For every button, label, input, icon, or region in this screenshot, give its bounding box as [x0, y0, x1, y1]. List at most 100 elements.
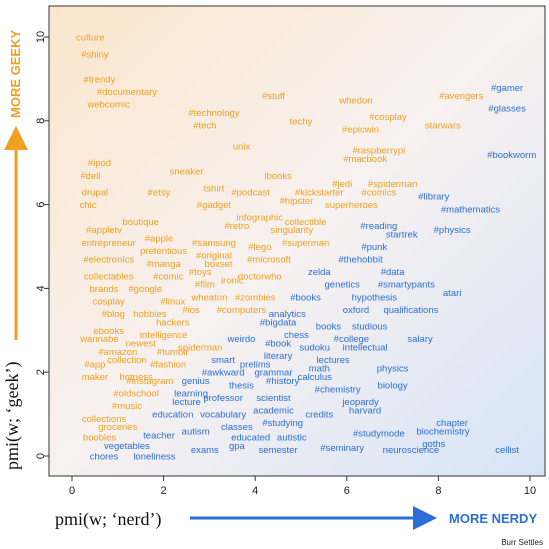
word-point: #samsung	[192, 238, 236, 249]
word-point: boobies	[83, 433, 117, 444]
word-point: analytics	[269, 309, 306, 320]
word-point: #mathematics	[441, 204, 500, 215]
y-tick-label: 0	[35, 453, 47, 459]
word-point: prelims	[240, 359, 271, 370]
word-point: ebooks	[93, 326, 124, 337]
word-point: gpa	[229, 441, 246, 452]
word-point: unix	[233, 141, 251, 152]
word-point: intelligence	[140, 330, 188, 341]
word-point: singularity	[270, 225, 313, 236]
word-point: #bigdata	[260, 317, 297, 328]
word-point: #blog	[102, 309, 125, 320]
word-point: vocabulary	[200, 410, 246, 421]
word-point: tshirt	[204, 183, 225, 194]
word-point: atari	[443, 288, 461, 299]
word-point: education	[152, 410, 193, 421]
word-point: boxset	[205, 259, 233, 270]
word-point: superheroes	[325, 200, 378, 211]
word-point: whedon	[338, 95, 372, 106]
word-point: #ipod	[88, 158, 111, 169]
y-tick-label: 2	[35, 369, 47, 375]
word-point: startrek	[386, 229, 418, 240]
word-point: physics	[377, 364, 409, 375]
word-point: #chemistry	[315, 384, 361, 395]
plot-background	[48, 5, 546, 477]
word-point: teacher	[143, 431, 175, 442]
word-point: culture	[76, 33, 105, 44]
word-point: hotness	[119, 372, 153, 383]
word-point: biology	[378, 380, 408, 391]
word-point: #stuff	[262, 91, 285, 102]
y-tick-label: 10	[35, 31, 47, 43]
word-point: #technology	[188, 108, 239, 119]
word-point: #retro	[224, 221, 249, 232]
word-point: genius	[182, 376, 210, 387]
word-point: #avengers	[439, 91, 484, 102]
word-point: #appletv	[86, 225, 122, 236]
axis-ticks: 0 2 4 6 8 10 0 2 4 6 8 10	[35, 31, 536, 497]
x-tick-label: 0	[69, 485, 75, 497]
word-point: genetics	[325, 280, 361, 291]
word-point: #macbook	[343, 154, 387, 165]
word-point: jeopardy	[341, 397, 379, 408]
word-point: #gamer	[491, 83, 523, 94]
word-point: professor	[203, 393, 243, 404]
word-point: loneliness	[133, 452, 175, 463]
word-point: #jedi	[332, 179, 352, 190]
word-point: techy	[290, 116, 313, 127]
word-point: calculus	[298, 372, 333, 383]
word-point: #spiderman	[368, 179, 418, 190]
word-point: #physics	[434, 225, 471, 236]
word-point: #shiny	[81, 49, 109, 60]
word-point: exams	[191, 445, 219, 456]
word-point: hobbies	[133, 309, 167, 320]
word-point: #seminary	[320, 443, 364, 454]
word-point: #fashion	[150, 359, 186, 370]
word-point: cosplay	[93, 296, 125, 307]
word-point: #original	[196, 250, 232, 261]
word-point: #lego	[248, 242, 271, 253]
word-point: chess	[284, 330, 309, 341]
word-point: #app	[84, 359, 105, 370]
word-point: sneaker	[170, 167, 204, 178]
word-point: chores	[90, 452, 119, 463]
author-credit: Burr Settles	[501, 538, 543, 547]
word-point: #history	[266, 376, 300, 387]
word-point: credits	[305, 410, 333, 421]
word-point: goths	[422, 439, 445, 450]
word-point: #dell	[80, 171, 100, 182]
y-tick-label: 6	[35, 202, 47, 208]
word-point: smart	[211, 355, 235, 366]
word-point: math	[309, 364, 330, 375]
word-point: hackers	[156, 317, 190, 328]
word-point: #hipster	[280, 196, 314, 207]
x-tick-label: 2	[161, 485, 167, 497]
word-point: starwars	[425, 120, 461, 131]
word-point: salary	[407, 334, 433, 345]
word-point: #documentary	[97, 87, 157, 98]
word-point: #thehobbit	[338, 255, 383, 266]
word-point: webcomic	[87, 100, 130, 111]
word-point: #zombies	[235, 292, 276, 303]
word-point: harvard	[349, 405, 381, 416]
word-point: learning	[174, 389, 208, 400]
word-point: #electronics	[83, 255, 134, 266]
x-tick-label: 8	[435, 485, 441, 497]
word-point: classes	[221, 422, 253, 433]
word-point: pretentious	[140, 246, 187, 257]
word-point: scientist	[256, 393, 291, 404]
word-point: #studying	[262, 418, 303, 429]
y-arrow-label: MORE GEEKY	[8, 30, 23, 118]
word-points: culture #shiny #trendy #documentary webcomic…	[76, 33, 536, 463]
word-point: academic	[253, 405, 294, 416]
word-point: entrepreneur	[81, 238, 135, 249]
word-point: infographic	[237, 213, 284, 224]
word-point: intellectual	[343, 343, 388, 354]
x-tick-label: 10	[524, 485, 536, 497]
y-tick-label: 4	[35, 285, 47, 291]
word-point: #tech	[193, 120, 216, 131]
word-point: qualifications	[383, 305, 438, 316]
word-point: chic	[80, 200, 97, 211]
word-point: ibooks	[264, 171, 292, 182]
